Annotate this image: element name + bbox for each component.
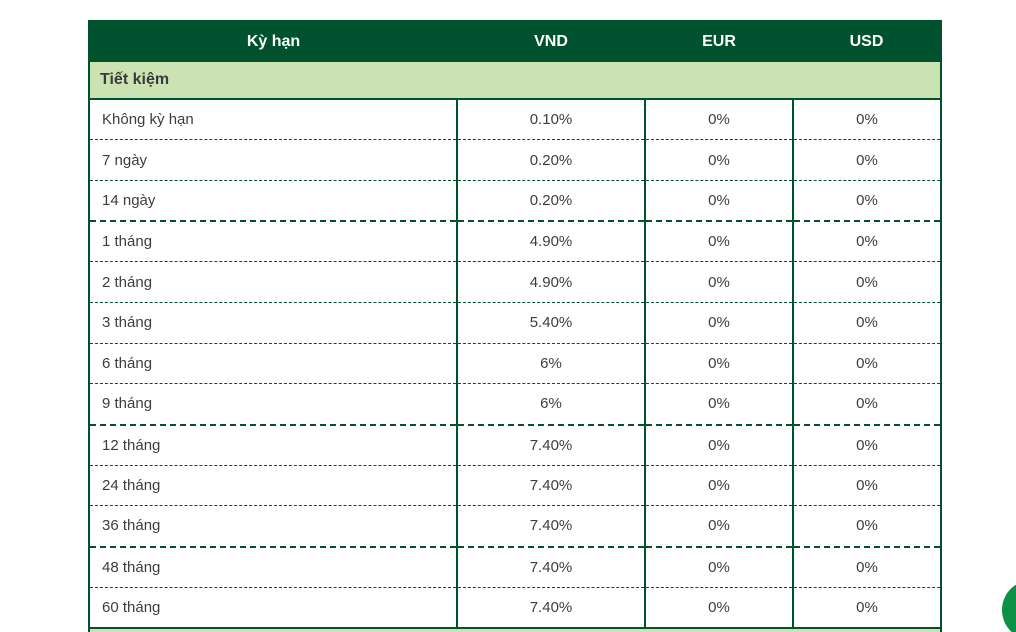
vnd-rate-cell: 7.40% [456,423,645,466]
term-cell: 48 tháng [89,545,457,588]
eur-rate-cell: 0% [644,383,793,425]
term-cell: 24 tháng [89,464,457,506]
eur-rate-cell: 0% [644,98,793,140]
eur-rate-cell: 0% [644,505,793,547]
column-header-term: Kỳ hạn [89,21,457,62]
usd-rate-cell: 0% [792,505,941,547]
section-row-savings: Tiết kiệm [89,62,941,99]
term-cell: 60 tháng [89,586,457,628]
table-row: 24 tháng 7.40% 0% 0% [89,464,941,506]
usd-rate-cell: 0% [792,586,941,628]
usd-rate-cell: 0% [792,220,941,262]
usd-rate-cell: 0% [792,383,941,425]
rate-table-body: Tiết kiệm Không kỳ hạn 0.10% 0% 0% 7 ngà… [89,62,941,632]
next-section-label [89,626,941,632]
vnd-rate-cell: 4.90% [456,220,645,262]
term-cell: 1 tháng [89,220,457,262]
vnd-rate-cell: 5.40% [456,301,645,344]
term-cell: 36 tháng [89,505,457,547]
usd-rate-cell: 0% [792,423,941,466]
column-header-eur: EUR [645,21,793,62]
eur-rate-cell: 0% [644,545,793,588]
usd-rate-cell: 0% [792,98,941,140]
term-cell: 2 tháng [89,261,457,303]
vnd-rate-cell: 0.20% [456,179,645,222]
usd-rate-cell: 0% [792,301,941,344]
term-cell: 12 tháng [89,423,457,466]
table-row: 3 tháng 5.40% 0% 0% [89,301,941,344]
eur-rate-cell: 0% [644,261,793,303]
eur-rate-cell: 0% [644,139,793,181]
usd-rate-cell: 0% [792,261,941,303]
interest-rate-table: Kỳ hạn VND EUR USD Tiết kiệm Không kỳ hạ… [88,20,942,632]
table-row: 6 tháng 6% 0% 0% [89,342,941,384]
term-cell: 9 tháng [89,383,457,425]
usd-rate-cell: 0% [792,179,941,222]
usd-rate-cell: 0% [792,342,941,384]
eur-rate-cell: 0% [644,301,793,344]
table-row: 60 tháng 7.40% 0% 0% [89,586,941,628]
term-cell: 6 tháng [89,342,457,384]
column-header-usd: USD [793,21,941,62]
vnd-rate-cell: 7.40% [456,545,645,588]
term-cell: 14 ngày [89,179,457,222]
column-header-vnd: VND [457,21,645,62]
eur-rate-cell: 0% [644,586,793,628]
table-header-row: Kỳ hạn VND EUR USD [89,21,941,62]
table-row: 2 tháng 4.90% 0% 0% [89,261,941,303]
usd-rate-cell: 0% [792,545,941,588]
next-section-row-partial [89,626,941,632]
vnd-rate-cell: 6% [456,383,645,425]
floating-chat-button[interactable] [1002,580,1016,632]
table-row: 1 tháng 4.90% 0% 0% [89,220,941,262]
section-label: Tiết kiệm [89,62,941,99]
vnd-rate-cell: 7.40% [456,505,645,547]
usd-rate-cell: 0% [792,464,941,506]
term-cell: 3 tháng [89,301,457,344]
vnd-rate-cell: 4.90% [456,261,645,303]
table-row: Không kỳ hạn 0.10% 0% 0% [89,98,941,140]
eur-rate-cell: 0% [644,179,793,222]
table-row: 48 tháng 7.40% 0% 0% [89,545,941,588]
vnd-rate-cell: 7.40% [456,586,645,628]
table-row: 14 ngày 0.20% 0% 0% [89,179,941,222]
table-row: 7 ngày 0.20% 0% 0% [89,139,941,181]
eur-rate-cell: 0% [644,342,793,384]
table-row: 36 tháng 7.40% 0% 0% [89,505,941,547]
vnd-rate-cell: 0.20% [456,139,645,181]
vnd-rate-cell: 0.10% [456,98,645,140]
eur-rate-cell: 0% [644,220,793,262]
vnd-rate-cell: 6% [456,342,645,384]
eur-rate-cell: 0% [644,464,793,506]
usd-rate-cell: 0% [792,139,941,181]
table-row: 12 tháng 7.40% 0% 0% [89,423,941,466]
term-cell: Không kỳ hạn [89,98,457,140]
term-cell: 7 ngày [89,139,457,181]
vnd-rate-cell: 7.40% [456,464,645,506]
table-row: 9 tháng 6% 0% 0% [89,383,941,425]
eur-rate-cell: 0% [644,423,793,466]
